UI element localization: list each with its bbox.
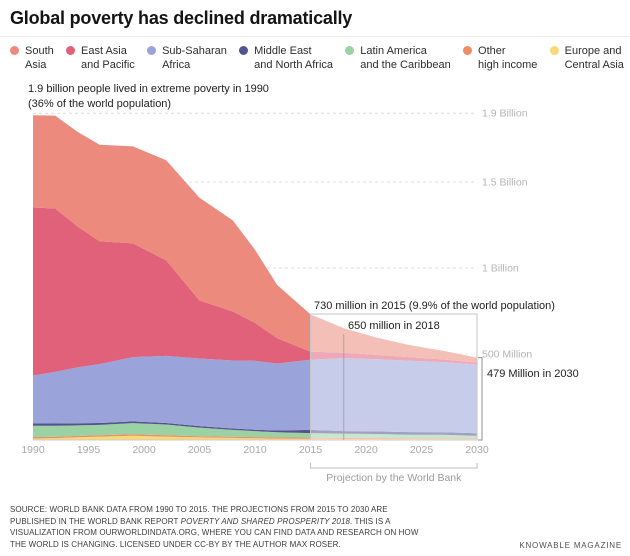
legend-item-south-asia: South Asia xyxy=(10,44,54,73)
projection-bracket xyxy=(310,463,478,469)
legend-label-south-asia: South Asia xyxy=(25,45,54,72)
source-note: Source: World Bank data from 1990 to 201… xyxy=(10,504,430,550)
x-axis-label-2005: 2005 xyxy=(188,444,212,456)
legend-item-latin-america-caribbean: Latin America and the Caribbean xyxy=(345,44,451,73)
legend: South Asia East Asia and Pacific Sub-Saharan… xyxy=(10,44,624,73)
x-axis-label-2010: 2010 xyxy=(243,444,267,456)
legend-item-sub-saharan-africa: Sub-Saharan Africa xyxy=(147,44,227,73)
y-axis-label-1000: 1 Billion xyxy=(482,263,519,275)
annotation-2018: 650 million in 2018 xyxy=(348,320,440,332)
legend-label-middle-east-north-africa: Middle East and North Africa xyxy=(254,45,334,72)
annotation-1990-line2: (36% of the world population) xyxy=(28,97,172,110)
legend-item-middle-east-north-africa: Middle East and North Africa xyxy=(239,44,333,73)
projection-label: Projection by the World Bank xyxy=(326,472,462,484)
publisher-credit: KNOWABLE MAGAZINE xyxy=(519,541,622,551)
legend-item-other-high-income: Other high income xyxy=(463,44,537,73)
chart-area: 1.9 Billion 1.5 Billion 1 Billion 500 Milli… xyxy=(0,80,630,500)
annotation-2030: 479 Million in 2030 xyxy=(487,368,579,380)
legend-swatch-east-asia-pacific xyxy=(66,46,75,55)
area-europe-central-asia xyxy=(33,435,477,440)
x-axis-label-1990: 1990 xyxy=(21,444,45,456)
legend-swatch-sub-saharan-africa xyxy=(147,46,157,55)
source-text-2: . This is a visualization from ourworldi… xyxy=(10,516,419,549)
annotation-1990-line1: 1.9 billion people lived in extreme pove… xyxy=(28,83,269,95)
legend-swatch-middle-east-north-africa xyxy=(239,46,249,55)
source-report-title: Poverty and Shared Prosperity 2018 xyxy=(180,516,351,526)
area-middle-east-north-africa xyxy=(33,421,477,436)
y-axis-label-500: 500 Million xyxy=(482,349,532,361)
y-axis-label-1900: 1.9 Billion xyxy=(482,108,528,120)
legend-label-europe-central-asia: Europe and Central Asia xyxy=(564,45,624,72)
y-axis-label-1500: 1.5 Billion xyxy=(482,177,528,189)
annotation-2015: 730 million in 2015 (9.9% of the world p… xyxy=(314,300,555,312)
legend-label-other-high-income: Other high income xyxy=(478,45,538,72)
legend-item-europe-central-asia: Europe and Central Asia xyxy=(549,44,624,73)
x-axis-label-2030: 2030 xyxy=(465,444,489,456)
legend-swatch-south-asia xyxy=(10,46,19,55)
bracket-2030 xyxy=(478,357,483,441)
legend-item-east-asia-pacific: East Asia and Pacific xyxy=(66,44,135,73)
source-text-1: Source: World Bank data from 1990 to 201… xyxy=(10,505,388,526)
legend-swatch-europe-central-asia xyxy=(549,46,559,55)
x-axis-label-2020: 2020 xyxy=(354,444,378,456)
area-east-asia-pacific xyxy=(33,207,477,376)
legend-swatch-other-high-income xyxy=(463,46,473,55)
projection-overlay xyxy=(310,313,478,441)
poverty-chart-svg: 1.9 Billion 1.5 Billion 1 Billion 500 Milli… xyxy=(21,108,532,484)
area-latin-america-caribbean xyxy=(33,423,477,439)
x-axis-label-1995: 1995 xyxy=(77,444,101,456)
x-axis-label-2000: 2000 xyxy=(132,444,156,456)
legend-label-latin-america-caribbean: Latin America and the Caribbean xyxy=(360,45,451,72)
x-axis-label-2015: 2015 xyxy=(299,444,323,456)
footer: Source: World Bank data from 1990 to 201… xyxy=(10,504,622,550)
chart-title: Global poverty has declined dramatically xyxy=(10,8,353,28)
legend-label-sub-saharan-africa: Sub-Saharan Africa xyxy=(162,45,227,72)
area-sub-saharan-africa xyxy=(33,355,477,434)
area-south-asia xyxy=(33,115,477,363)
x-axis-label-2025: 2025 xyxy=(410,444,434,456)
legend-label-east-asia-pacific: East Asia and Pacific xyxy=(81,45,135,72)
title-divider xyxy=(0,36,630,37)
annotation-1990: 1.9 billion people lived in extreme pove… xyxy=(28,82,269,112)
legend-swatch-latin-america-caribbean xyxy=(345,46,355,55)
